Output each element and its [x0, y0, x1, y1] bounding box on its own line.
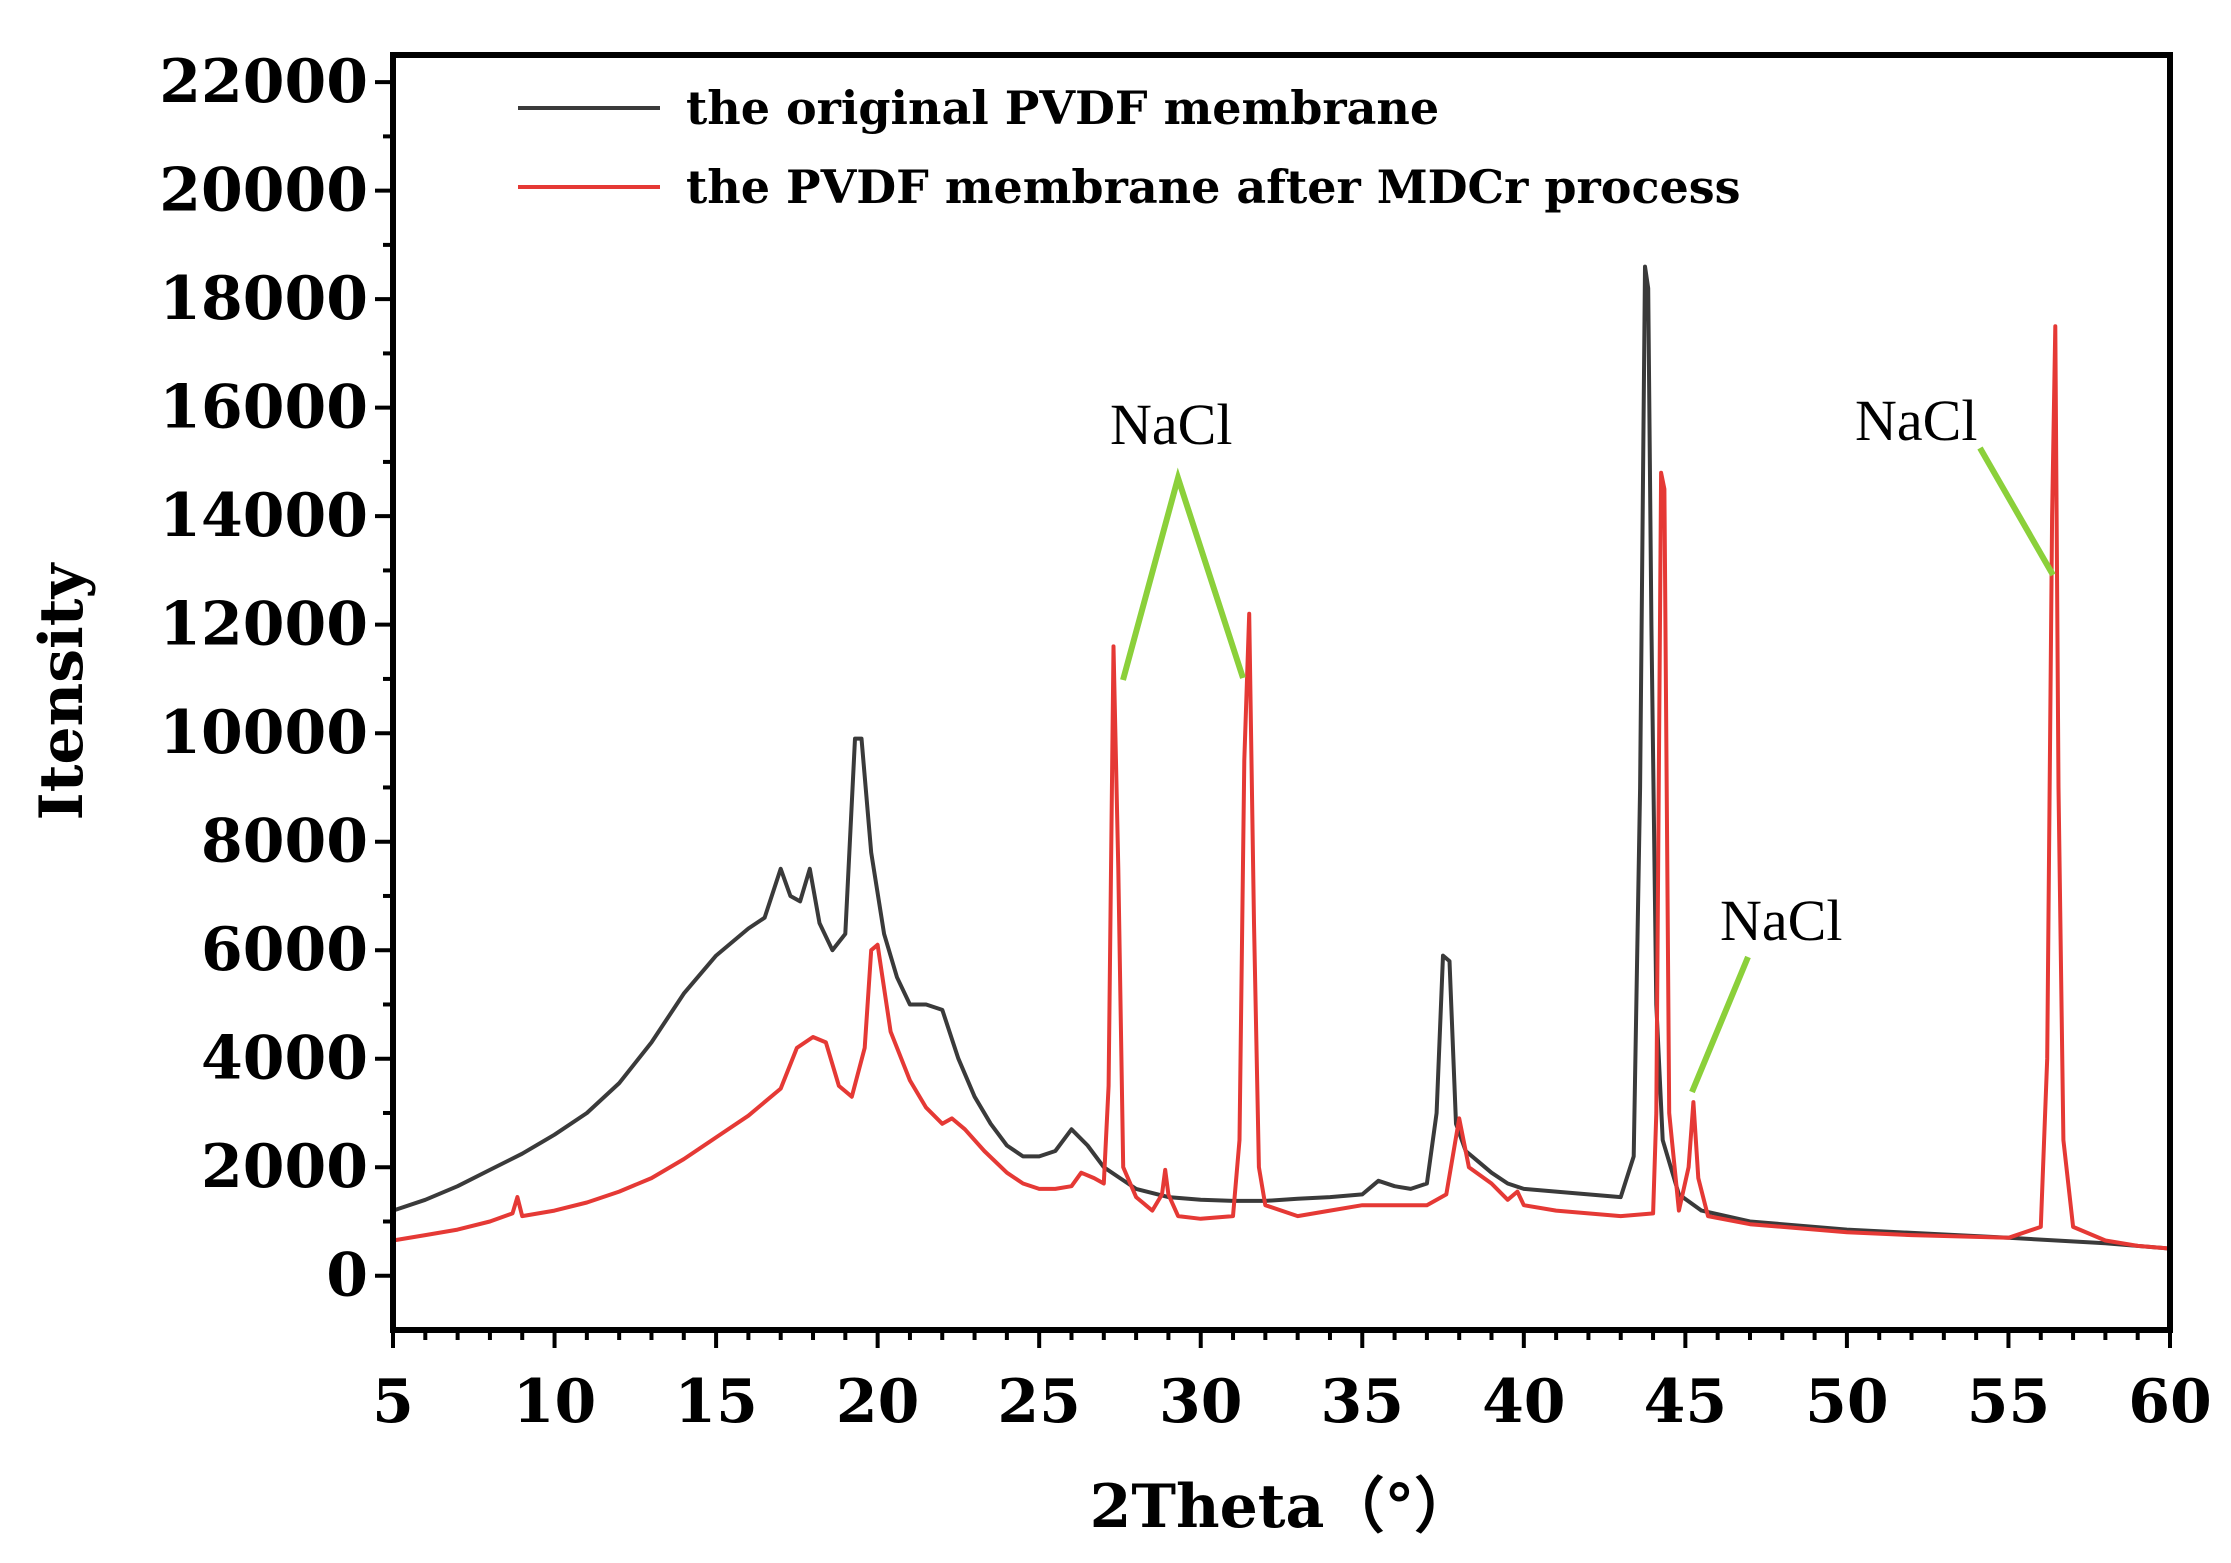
legend: the original PVDF membrane the PVDF memb… [518, 81, 1741, 214]
x-tick-label: 40 [1482, 1367, 1566, 1437]
y-tick-label: 0 [326, 1241, 368, 1311]
series-layer [392, 264, 2171, 1251]
x-tick-label: 60 [2128, 1367, 2212, 1437]
x-tick-label: 45 [1644, 1367, 1728, 1437]
legend-label-mdcr: the PVDF membrane after MDCr process [686, 160, 1741, 214]
annotation-pointer-1 [1120, 467, 1246, 681]
series-line-0 [392, 264, 2171, 1251]
legend-label-original: the original PVDF membrane [686, 81, 1439, 135]
x-tick-label: 30 [1159, 1367, 1243, 1437]
annotation-pointer-2 [1689, 955, 1751, 1094]
series-line-1 [392, 324, 2171, 1251]
x-axis-title: 2Theta（°） [1090, 1472, 1475, 1542]
x-tick-label: 25 [997, 1367, 1081, 1437]
annotation-nacl-1: NaCl [1110, 392, 1232, 457]
annotation-nacl-2: NaCl [1720, 888, 1842, 953]
y-tick-label: 20000 [159, 156, 368, 226]
y-tick-label: 8000 [201, 807, 368, 877]
y-tick-label: 2000 [201, 1132, 368, 1202]
y-axis-title: Itensity [27, 562, 97, 821]
x-tick-label: 5 [372, 1367, 414, 1437]
y-tick-label: 12000 [159, 590, 368, 660]
y-tick-label: 18000 [159, 264, 368, 334]
x-tick-label: 35 [1321, 1367, 1405, 1437]
x-tick-label: 55 [1967, 1367, 2051, 1437]
x-tick-label: 10 [513, 1367, 597, 1437]
annotation-pointer-3 [1977, 446, 2056, 577]
y-tick-label: 14000 [159, 481, 368, 551]
tick-layer: 5 10 15 20 25 30 35 40 45 50 55 60 0 2000 4000 6000 8000… [159, 47, 2212, 1437]
plot-frame [390, 52, 2173, 1333]
annotation-nacl-3: NaCl [1855, 388, 1977, 453]
x-tick-label: 20 [836, 1367, 920, 1437]
y-tick-label: 4000 [201, 1024, 368, 1094]
annotation-layer: NaCl NaCl NaCl [1110, 388, 2056, 1094]
y-tick-label: 22000 [159, 47, 368, 117]
x-tick-label: 15 [674, 1367, 758, 1437]
y-tick-label: 10000 [159, 698, 368, 768]
y-tick-label: 6000 [201, 915, 368, 985]
x-tick-label: 50 [1805, 1367, 1889, 1437]
y-tick-label: 16000 [159, 373, 368, 443]
